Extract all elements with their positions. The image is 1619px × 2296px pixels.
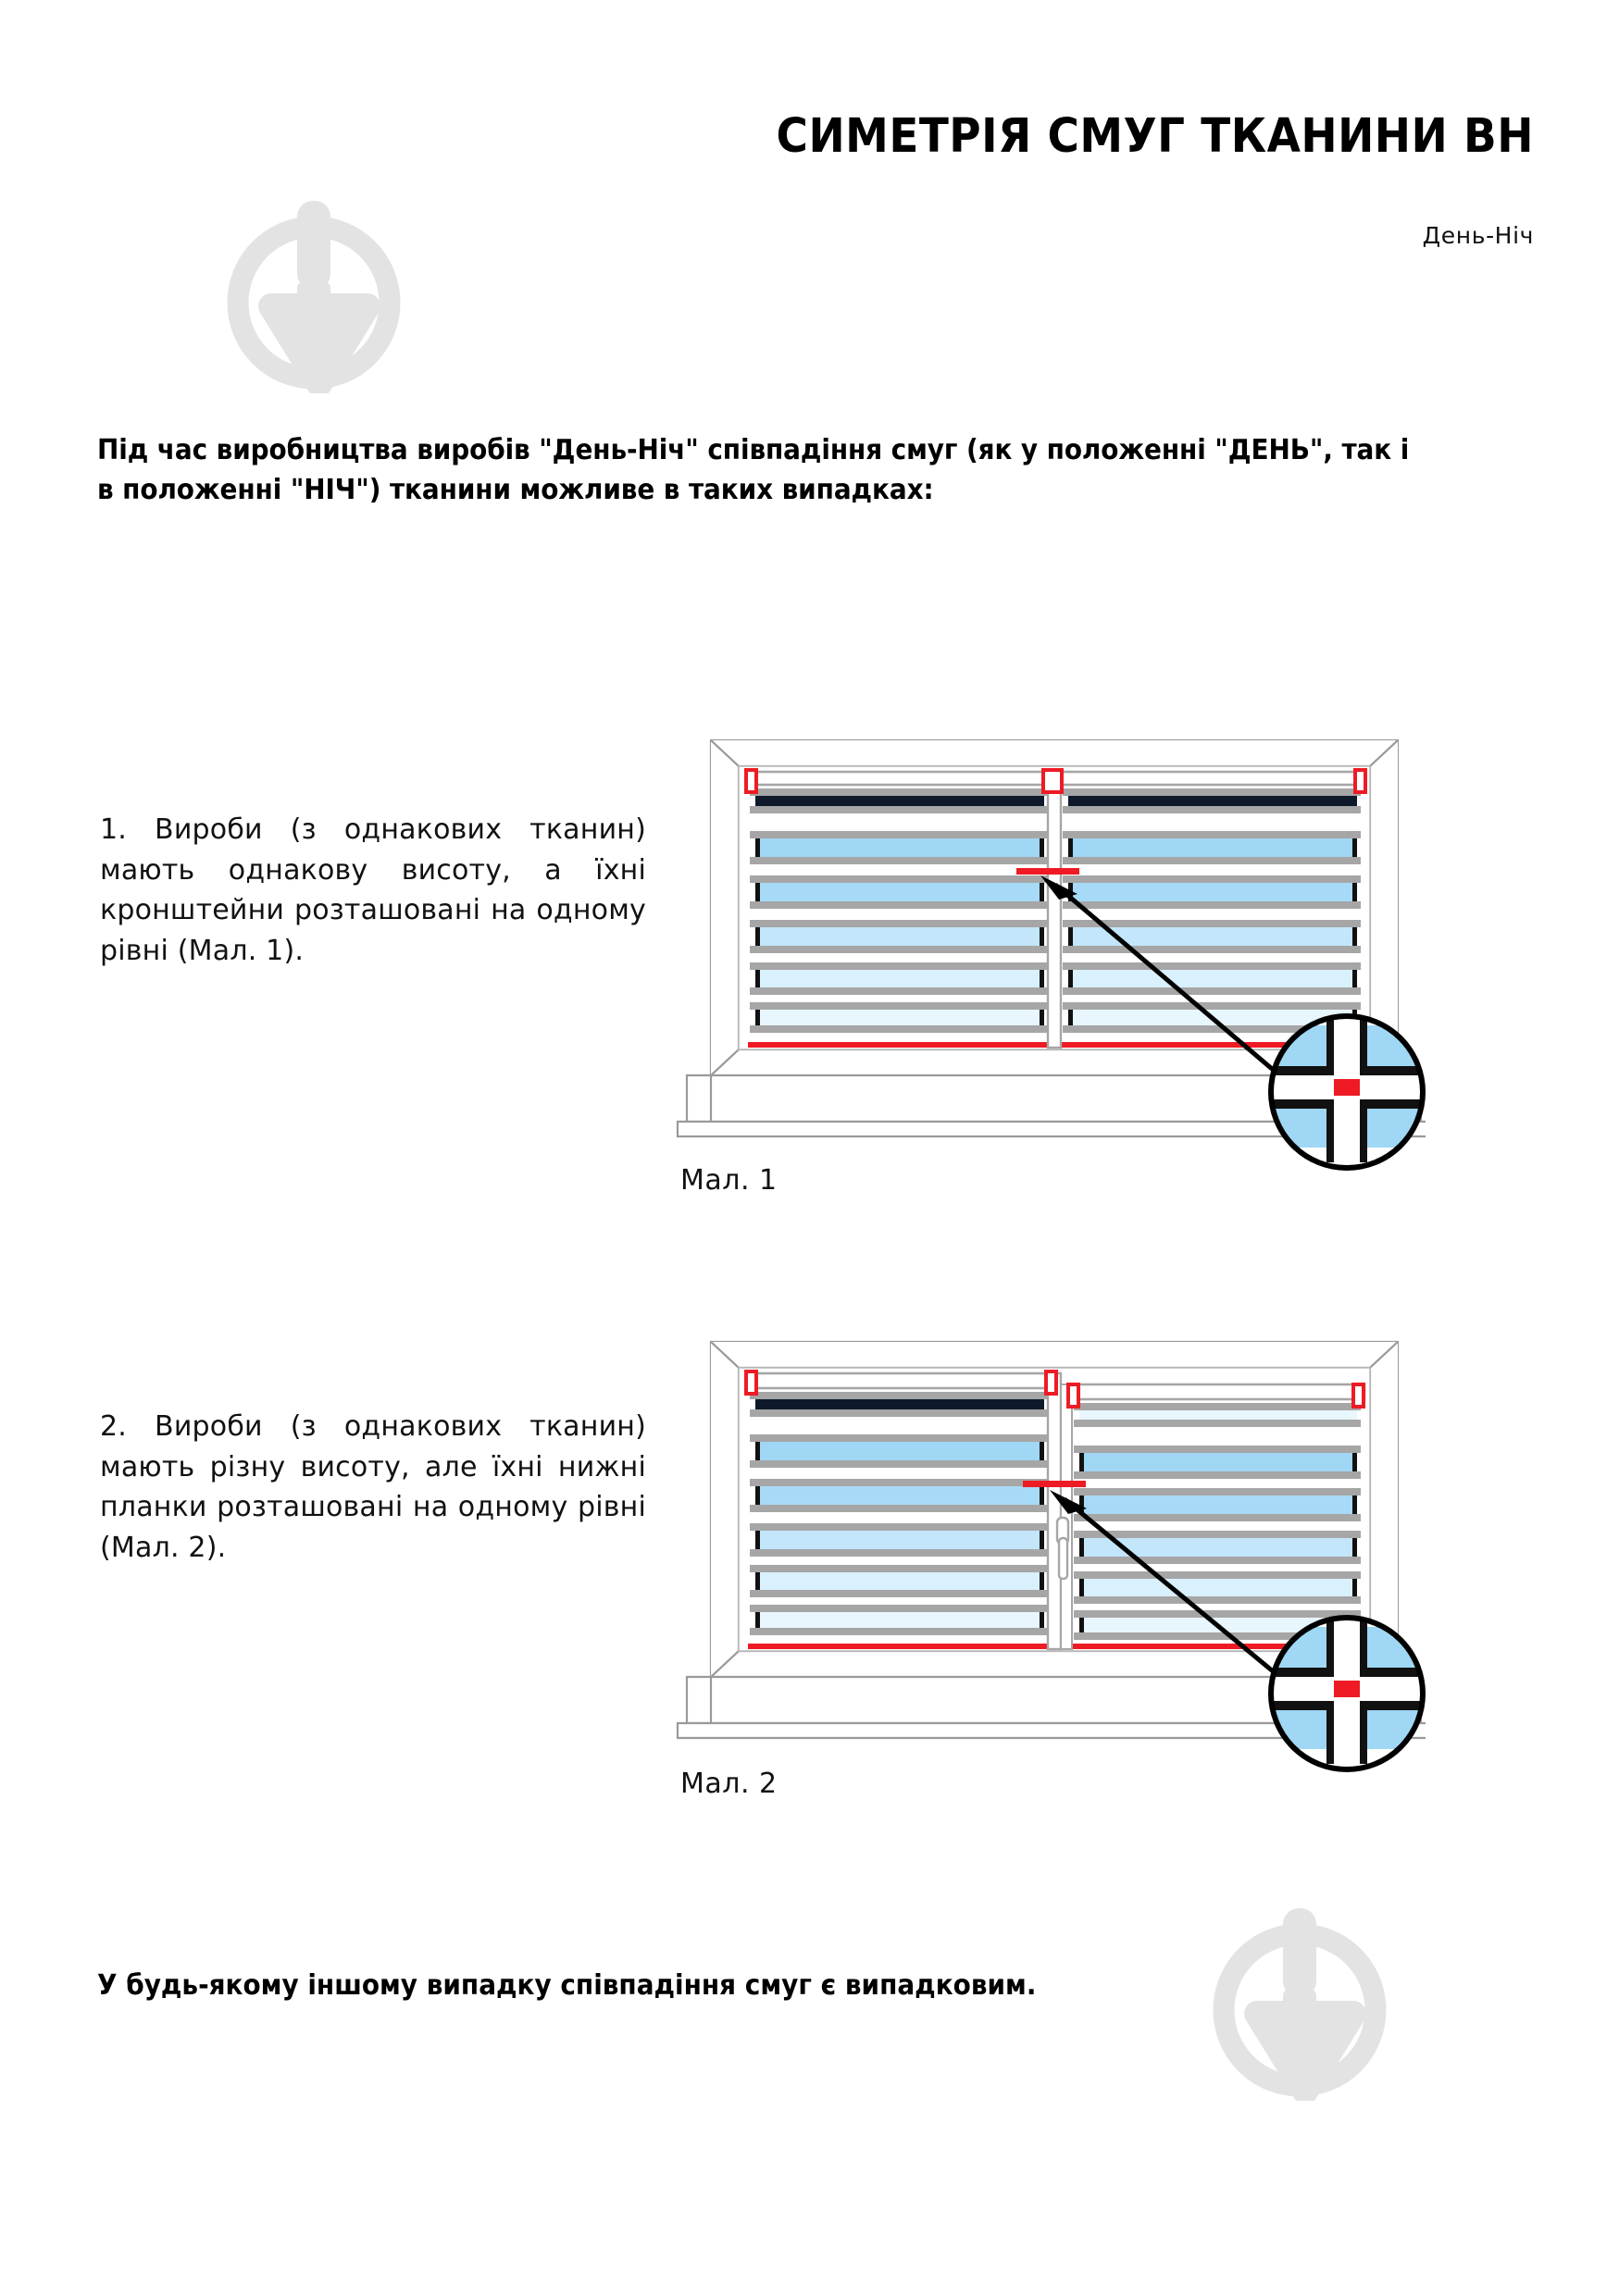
blind-left — [744, 770, 1053, 1048]
window-handle — [1055, 1516, 1070, 1581]
page-subtitle: День-Ніч — [1422, 222, 1534, 249]
watermark-logo-bottom — [1213, 1888, 1387, 2101]
bottom-rail-left — [748, 1644, 1050, 1649]
figure-2-caption: Мал. 2 — [680, 1768, 778, 1800]
bracket-center-right — [1066, 1383, 1080, 1409]
item-1-text: 1. Вироби (з однакових тканин) мають одн… — [100, 813, 646, 967]
blind-left — [744, 1371, 1053, 1649]
bracket-center-left — [1044, 1370, 1058, 1396]
page-title: СИМЕТРІЯ СМУГ ТКАНИНИ ВН — [776, 109, 1534, 164]
magnifier-detail — [1271, 1016, 1423, 1168]
blind-right — [1068, 1383, 1366, 1649]
bracket-left — [744, 768, 758, 794]
item-2-text: 2. Вироби (з однакових тканин) мають різ… — [100, 1410, 646, 1564]
watermark-logo-top — [227, 180, 401, 393]
bracket-center — [1041, 768, 1064, 794]
alignment-marker — [1016, 868, 1079, 875]
intro-paragraph: Під час виробництва виробів "День-Ніч" с… — [97, 434, 1410, 506]
bracket-right — [1351, 1383, 1365, 1409]
figure-2-illustration — [666, 1305, 1426, 1786]
bottom-rail-left — [748, 1042, 1050, 1048]
blind-right — [1057, 770, 1366, 1048]
bottom-rail-right — [1072, 1644, 1363, 1649]
alignment-marker — [1023, 1481, 1086, 1487]
closing-paragraph: У будь-якому іншому випадку співпадіння … — [97, 1969, 1037, 2002]
figure-1-caption: Мал. 1 — [680, 1164, 778, 1197]
figure-1-illustration — [666, 703, 1426, 1185]
bracket-right — [1353, 768, 1367, 794]
bracket-left — [744, 1370, 758, 1396]
bottom-rail-right — [1061, 1042, 1363, 1048]
